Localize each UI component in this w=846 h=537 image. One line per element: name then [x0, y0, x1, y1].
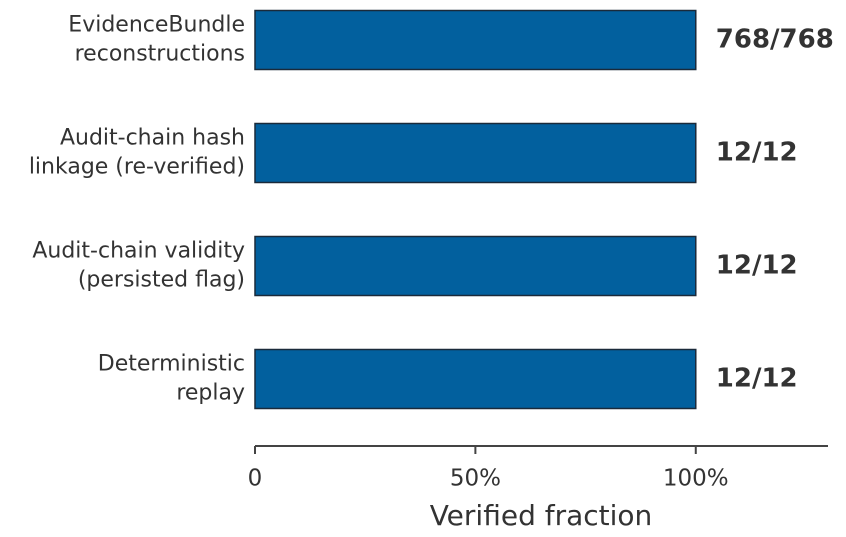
bar [254, 122, 697, 184]
y-tick-label: Deterministic [98, 352, 245, 377]
y-tick-label: Audit-chain hash [60, 126, 245, 151]
value-label: 12/12 [716, 251, 798, 281]
y-tick-label: replay [176, 381, 245, 406]
y-tick-label: Audit-chain validity [32, 239, 245, 264]
y-tick-label: reconstructions [75, 42, 245, 67]
bar [254, 348, 697, 410]
x-tick-label: 50% [450, 466, 501, 492]
bar [254, 9, 697, 71]
value-label: 12/12 [716, 138, 798, 168]
y-tick-label: linkage (re-verified) [29, 155, 245, 180]
y-tick-label: EvidenceBundle [68, 13, 245, 38]
value-label: 768/768 [716, 25, 834, 55]
value-label: 12/12 [716, 364, 798, 394]
bar [254, 235, 697, 297]
x-tick-label: 0 [248, 466, 263, 492]
y-tick-label: (persisted flag) [78, 268, 245, 293]
x-tick-label: 100% [663, 466, 729, 492]
x-axis-label: Verified fraction [430, 499, 653, 532]
